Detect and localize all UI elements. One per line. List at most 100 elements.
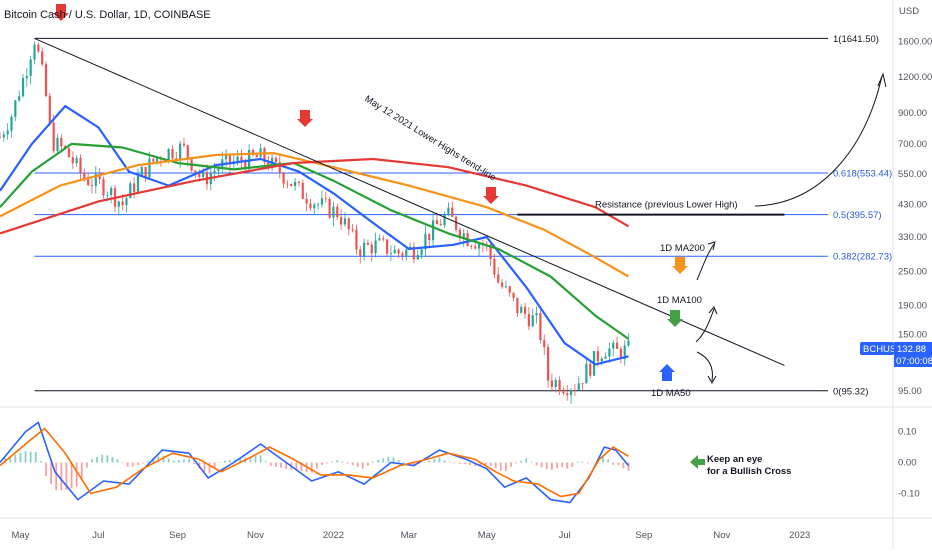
- candle-body: [393, 249, 396, 254]
- candle-body: [251, 149, 255, 156]
- candle-body: [378, 238, 381, 241]
- macd-annotation: Keep an eye for a Bullish Cross: [707, 454, 791, 477]
- candle-body: [412, 246, 416, 260]
- candle-body: [336, 206, 339, 218]
- macd-histogram-bar: [346, 462, 349, 464]
- macd-histogram-bar: [336, 460, 339, 463]
- macd-histogram-bar: [157, 456, 160, 463]
- macd-histogram-bar: [106, 455, 109, 463]
- macd-histogram-bar: [540, 462, 543, 468]
- macd-histogram-bar: [55, 462, 58, 491]
- macd-histogram-bar: [469, 462, 472, 466]
- resistance-label: Resistance (previous Lower High): [595, 200, 738, 211]
- time-tick-label: Nov: [713, 530, 730, 541]
- candle-body: [512, 292, 515, 298]
- candle-body: [627, 340, 630, 346]
- macd-histogram-bar: [249, 456, 252, 463]
- macd-histogram-bar: [433, 458, 436, 463]
- candle-body: [140, 166, 143, 176]
- macd-histogram-bar: [172, 460, 175, 463]
- macd-histogram-bar: [392, 457, 395, 463]
- signal-line: [0, 427, 629, 498]
- price-tick-label: 250.00: [898, 266, 927, 277]
- candle-body: [125, 198, 128, 206]
- price-tick-label: 430.00: [898, 199, 927, 210]
- candle-body: [416, 255, 419, 260]
- candle-body: [48, 95, 51, 123]
- candle-body: [309, 203, 312, 209]
- macd-histogram-bar: [162, 455, 165, 463]
- macd-histogram-bar: [137, 462, 139, 465]
- fib-level-label: 0.5(395.57): [833, 210, 882, 221]
- candle-body: [198, 172, 201, 177]
- candle-body: [619, 348, 622, 359]
- lower-highs-trendline: [34, 37, 785, 366]
- candle-body: [397, 249, 400, 254]
- macd-histogram-bar: [510, 462, 512, 467]
- macd-histogram-bar: [300, 462, 303, 472]
- candle-body: [566, 393, 569, 396]
- arrowhead-icon: [708, 306, 718, 315]
- candle-body: [175, 158, 178, 160]
- candle-body: [585, 363, 588, 384]
- candle-body: [355, 229, 358, 250]
- macd-histogram-bar: [259, 455, 262, 463]
- ma100-line: [0, 142, 630, 340]
- candle-body: [286, 183, 289, 185]
- macd-histogram-bar: [489, 462, 492, 467]
- candle-body: [343, 218, 347, 225]
- candle-body: [543, 340, 546, 348]
- arrowhead-icon: [707, 241, 716, 251]
- arrowhead-icon: [877, 72, 887, 88]
- projection-curve-up-2: [695, 308, 715, 343]
- macd-note-line1: Keep an eye: [707, 454, 762, 465]
- candle-body: [110, 188, 113, 195]
- candle-body: [44, 64, 48, 96]
- macd-histogram-bar: [65, 462, 68, 490]
- candle-body: [194, 170, 197, 173]
- macd-histogram-bar: [295, 462, 298, 471]
- macd-histogram-bar: [275, 462, 277, 467]
- candle-body: [25, 75, 28, 79]
- candle-body: [282, 173, 285, 184]
- candle-body: [420, 249, 423, 256]
- red-down-arrow-icon: [53, 4, 69, 21]
- macd-histogram-bar: [499, 462, 502, 471]
- candle-body: [451, 207, 454, 217]
- candle-body: [0, 137, 2, 138]
- candle-body: [608, 348, 611, 357]
- macd-tick-label: -0.10: [898, 488, 920, 499]
- candle-body: [6, 130, 9, 135]
- candle-body: [523, 306, 527, 314]
- macd-histogram-bar: [269, 462, 272, 466]
- macd-histogram-bar: [576, 461, 579, 463]
- candle-body: [98, 173, 101, 180]
- macd-histogram-bar: [239, 458, 242, 463]
- macd-histogram-bar: [19, 452, 22, 463]
- macd-histogram-bar: [581, 461, 584, 463]
- candle-body: [508, 286, 511, 293]
- macd-histogram-bar: [464, 462, 466, 465]
- candle-body: [550, 380, 553, 388]
- macd-histogram-bar: [591, 462, 594, 464]
- macd-histogram-bar: [607, 459, 610, 463]
- candle-body: [623, 345, 626, 359]
- candle-body: [156, 158, 159, 162]
- candle-body: [106, 194, 109, 196]
- macd-histogram-bar: [223, 460, 226, 463]
- candle-body: [600, 358, 603, 362]
- macd-tick-label: 0.10: [898, 427, 917, 438]
- price-tick-label: 190.00: [898, 300, 927, 311]
- candle-body: [443, 214, 446, 226]
- blue-up-arrow-icon: [659, 364, 675, 381]
- candle-body: [90, 185, 94, 186]
- candle-body: [581, 383, 584, 385]
- candle-body: [374, 240, 377, 254]
- time-tick-label: Sep: [635, 530, 652, 541]
- macd-histogram-bar: [586, 462, 589, 464]
- macd-histogram-bar: [167, 458, 170, 463]
- arrowhead-icon: [707, 375, 717, 385]
- candle-body: [255, 155, 258, 158]
- orange-down-arrow-icon: [672, 257, 688, 274]
- candle-body: [428, 233, 431, 241]
